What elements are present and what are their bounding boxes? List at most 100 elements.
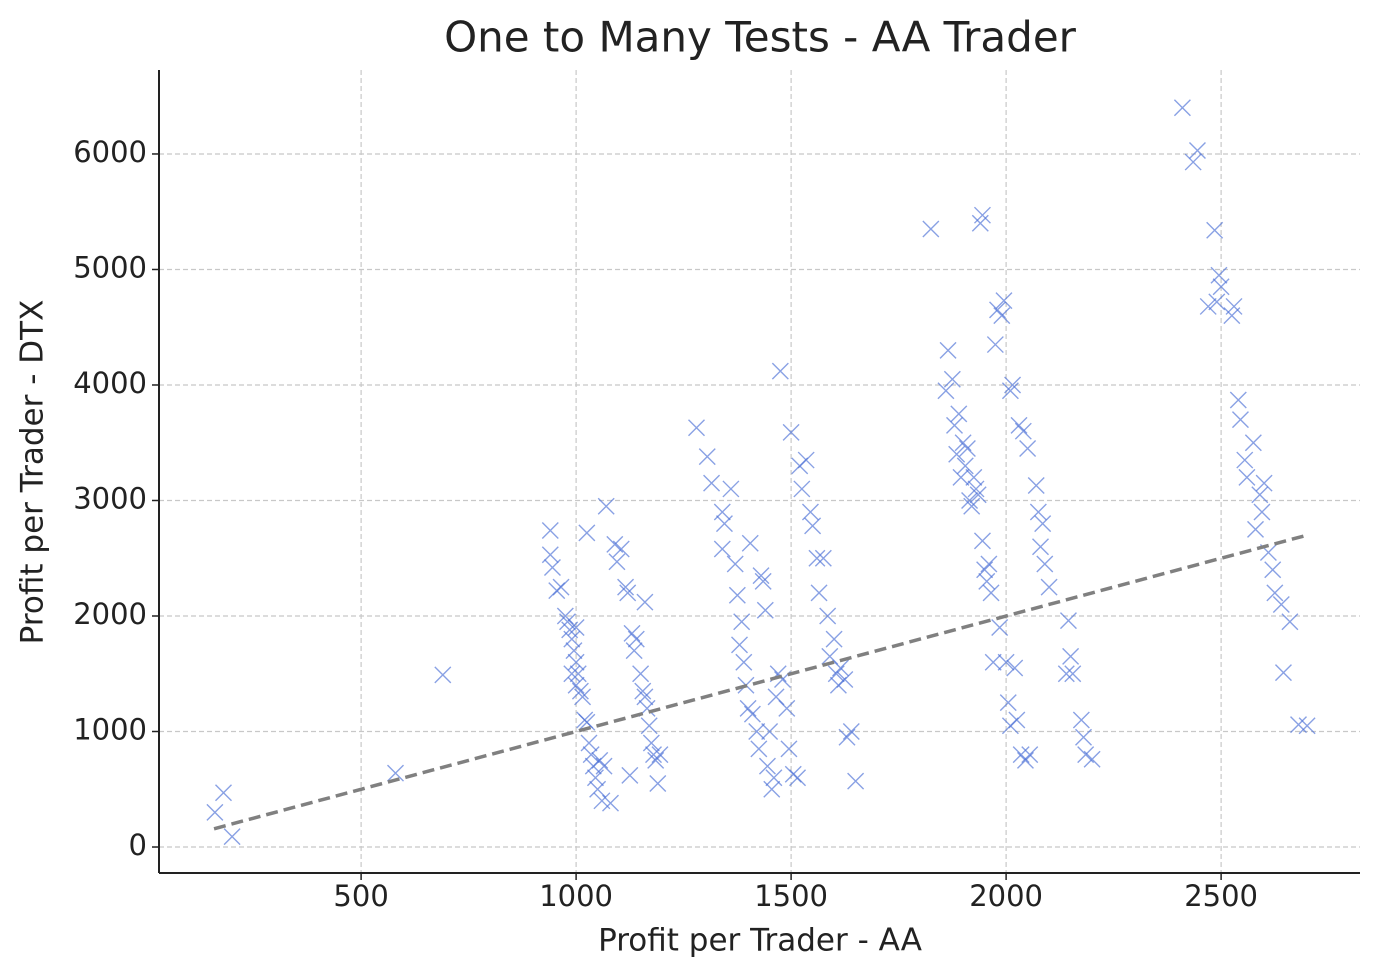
point [943,370,961,388]
point [1231,411,1249,429]
point [1014,422,1032,440]
point [1059,612,1077,630]
x-tick-label: 2000 [969,879,1043,913]
point [937,382,955,400]
point [589,780,607,798]
point [715,515,733,533]
point [215,784,232,802]
point [602,794,619,812]
chart-title: One to Many Tests - AA Trader [444,13,1077,62]
point [649,774,667,792]
point [1238,468,1256,486]
point [961,491,979,509]
point [1062,647,1080,665]
point [1290,716,1308,734]
point [997,653,1015,671]
point [1012,746,1030,764]
point [763,780,781,798]
point [748,723,766,740]
point [836,671,854,689]
point [636,593,654,611]
point [567,653,585,671]
point [995,292,1013,310]
point [612,540,630,558]
point [1244,434,1262,452]
point [1266,584,1284,602]
point [567,619,585,637]
point [1212,278,1230,296]
point [1010,416,1028,434]
point [543,558,561,576]
point [827,665,845,683]
point [688,419,705,437]
point [832,659,850,677]
point [1298,717,1316,735]
point [1032,538,1050,556]
point [647,751,665,769]
point [1021,746,1039,764]
point [986,336,1004,354]
point [952,468,970,486]
point [984,653,1002,671]
point [1208,293,1226,311]
point [608,553,626,571]
point [969,486,987,504]
point [1236,451,1254,469]
point [223,828,241,846]
point [980,555,998,573]
x-tick-label: 500 [333,879,388,913]
point [973,206,991,224]
point [1006,659,1024,677]
point [617,578,635,596]
point [552,578,570,596]
point [387,764,404,782]
point [640,717,658,735]
point [571,682,589,700]
point [1083,750,1101,768]
point [1027,476,1045,494]
point [619,584,637,602]
point [946,416,964,434]
point [1225,297,1243,315]
point [842,723,860,740]
point [713,503,731,521]
point [989,301,1007,319]
point [726,555,744,573]
point [765,769,783,787]
point [999,694,1017,712]
y-axis-label: Profit per Trader - DTX [15,300,51,645]
x-tick-label: 1000 [539,879,613,913]
point [1253,503,1271,521]
point [595,757,613,775]
point [1210,266,1228,284]
point [1184,153,1202,171]
point [1019,440,1037,458]
point [1173,99,1191,117]
point [758,757,776,775]
point [778,699,796,717]
y-tick-label: 0 [129,828,147,862]
y-tick-label: 6000 [73,135,147,169]
point [752,567,770,585]
point [580,734,598,752]
y-tick-label: 1000 [73,713,147,747]
point [1274,664,1292,682]
point [645,746,662,764]
point [541,522,559,540]
point [948,445,966,463]
point [756,601,774,619]
point [1255,474,1273,492]
point [976,561,994,579]
point [733,613,751,631]
point [563,665,581,683]
point [582,746,600,764]
point [1206,221,1224,239]
point [1247,520,1265,538]
point [1001,382,1019,400]
point [627,630,645,648]
point [771,362,789,380]
point [978,572,996,590]
point [1004,376,1022,394]
point [808,549,826,567]
